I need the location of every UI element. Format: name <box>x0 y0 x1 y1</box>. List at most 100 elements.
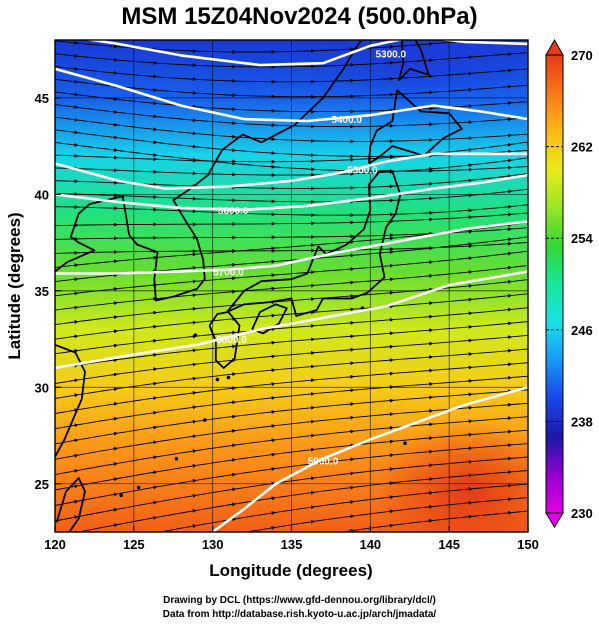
streamline-arrow <box>192 434 197 439</box>
streamline-arrow <box>508 204 513 209</box>
streamline-arrow <box>468 71 473 76</box>
streamline-arrow <box>508 20 512 24</box>
streamline-arrow <box>192 362 197 367</box>
streamline-arrow <box>232 148 237 153</box>
streamline-arrow <box>311 324 316 328</box>
contour-line <box>55 270 528 370</box>
streamline-arrow <box>311 79 316 84</box>
streamline-arrow <box>271 340 276 345</box>
streamline-arrow <box>468 87 473 92</box>
streamline-arrow <box>311 248 316 253</box>
streamline-arrow <box>508 348 513 353</box>
streamline-arrow <box>192 209 197 214</box>
streamline-arrow <box>389 236 394 241</box>
streamline-arrow <box>232 134 237 139</box>
streamline-arrow <box>232 443 237 448</box>
streamline-arrow <box>271 164 276 169</box>
streamline-arrow <box>429 463 434 468</box>
hokkaido-coast <box>367 89 463 165</box>
streamline-arrow <box>389 317 394 322</box>
streamline-arrow <box>350 267 355 271</box>
streamline-arrow <box>271 541 275 545</box>
streamline-arrow <box>310 378 316 383</box>
streamline-arrow <box>350 124 355 129</box>
streamline-arrow <box>153 410 158 415</box>
streamline-arrow <box>153 101 158 106</box>
streamline-arrow <box>232 161 237 166</box>
contour-line <box>55 67 528 123</box>
shikoku-coast <box>251 303 288 335</box>
streamline-arrow <box>429 168 434 173</box>
streamline-arrow <box>429 368 434 373</box>
streamline-arrow <box>311 109 316 114</box>
streamline-arrow <box>468 104 473 108</box>
streamline-arrow <box>429 122 434 127</box>
streamline-arrow <box>508 52 513 57</box>
y-tick-label: 35 <box>35 284 49 299</box>
streamline-arrow <box>468 163 473 168</box>
colorbar-top-arrow <box>545 38 564 56</box>
island <box>203 418 207 422</box>
streamline-arrow <box>153 157 158 162</box>
streamline-arrow <box>232 386 237 391</box>
streamline-arrow <box>508 362 513 367</box>
x-tick-label: 125 <box>123 537 145 552</box>
streamline-arrow <box>271 368 276 373</box>
china-south-coast <box>55 343 86 458</box>
streamline-arrow <box>232 93 237 98</box>
streamline-arrow <box>508 3 512 7</box>
streamline-arrow <box>350 320 355 325</box>
streamline-arrow <box>232 344 237 349</box>
streamline-arrow <box>74 469 79 473</box>
streamline-arrow <box>429 504 434 509</box>
streamline-arrow <box>271 526 276 530</box>
streamline-arrow <box>468 297 473 302</box>
streamline-arrow <box>271 137 276 142</box>
streamline-arrow <box>389 139 394 144</box>
streamline-arrow <box>232 35 236 39</box>
streamline-arrow <box>350 294 355 298</box>
island <box>403 441 407 446</box>
streamline <box>24 18 560 37</box>
streamline-arrow <box>311 33 315 37</box>
streamline-arrow <box>153 324 158 329</box>
contour-line <box>55 152 528 190</box>
streamline <box>24 2 560 22</box>
streamline-arrow <box>311 167 316 172</box>
streamline-arrow <box>468 229 473 234</box>
plot-area: 5300.0 5400.0 5500.0 5600.0 5700.0 5800.0 5900… <box>24 2 560 545</box>
streamline-arrow <box>468 459 473 464</box>
streamline-arrow <box>468 178 473 183</box>
streamline-arrow <box>350 234 355 239</box>
island <box>226 375 231 380</box>
streamline-arrow <box>114 539 118 543</box>
streamline-arrow <box>153 235 158 240</box>
streamline-arrow <box>113 431 119 436</box>
streamline-arrow <box>350 213 355 218</box>
streamline-arrow <box>389 198 394 203</box>
streamline-arrow <box>74 92 79 97</box>
streamline-arrow <box>311 243 316 248</box>
island <box>215 377 220 382</box>
streamline-arrow <box>350 374 355 379</box>
streamline-arrow <box>310 419 316 424</box>
streamline-arrow <box>429 477 434 481</box>
colorbar: 270 262 254 246 238 230 <box>545 38 593 528</box>
streamline-arrow <box>153 33 157 37</box>
streamline-arrow <box>232 487 237 492</box>
streamline-arrow <box>153 222 158 227</box>
streamline-arrow <box>74 28 78 32</box>
streamline-arrow <box>429 491 434 495</box>
streamline-arrow <box>350 47 355 52</box>
colorbar-tick-label: 270 <box>571 48 593 63</box>
streamline-arrow <box>468 352 473 356</box>
streamline-arrow <box>153 353 158 357</box>
streamline-arrow <box>113 315 119 320</box>
streamline-arrow <box>271 354 276 359</box>
streamline-arrow <box>114 250 119 254</box>
streamline-arrow <box>192 91 197 95</box>
y-tick-label: 25 <box>35 477 49 492</box>
streamline-arrow <box>114 31 118 35</box>
x-tick-label: 145 <box>438 537 460 552</box>
streamline-arrow <box>468 208 473 213</box>
